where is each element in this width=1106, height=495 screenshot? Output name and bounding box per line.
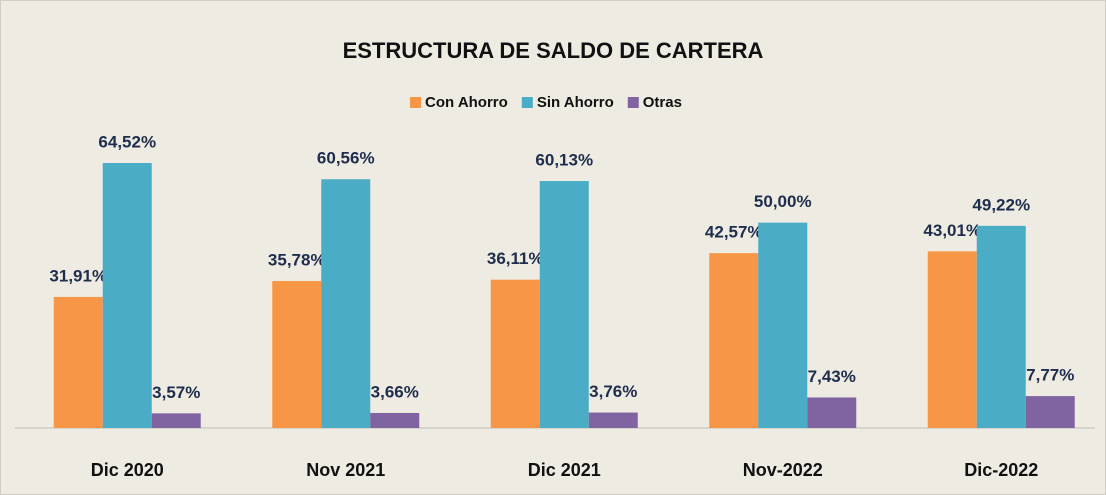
x-tick-label: Dic-2022: [964, 460, 1038, 480]
bar: [976, 225, 1026, 428]
bar: [758, 222, 808, 428]
bar: [588, 412, 638, 428]
chart-title: ESTRUCTURA DE SALDO DE CARTERA: [343, 38, 764, 63]
bar: [927, 251, 977, 428]
bar: [807, 397, 857, 428]
legend-label: Sin Ahorro: [537, 94, 614, 111]
data-label: 42,57%: [705, 223, 763, 242]
data-label: 60,56%: [317, 149, 375, 168]
legend-swatch: [627, 97, 639, 108]
bar: [1025, 396, 1075, 428]
data-label: 50,00%: [754, 192, 812, 211]
x-tick-label: Nov 2021: [306, 460, 385, 480]
data-label: 7,77%: [1026, 366, 1074, 385]
data-label: 49,22%: [972, 195, 1030, 214]
bar: [539, 181, 589, 428]
bar: [102, 163, 152, 428]
data-label: 36,11%: [487, 249, 544, 268]
data-label: 64,52%: [98, 132, 156, 151]
bar: [709, 253, 759, 428]
data-label: 35,78%: [268, 251, 326, 270]
legend-swatch: [521, 97, 533, 108]
bar: [151, 413, 201, 428]
bar: [321, 179, 371, 428]
data-label: 43,01%: [923, 221, 981, 240]
bar: [53, 296, 103, 428]
legend-label: Con Ahorro: [425, 94, 508, 111]
bar: [370, 412, 420, 428]
data-label: 60,13%: [535, 151, 593, 170]
data-label: 3,57%: [152, 383, 200, 402]
data-label: 3,76%: [589, 382, 637, 401]
bar: [490, 279, 540, 428]
x-tick-label: Dic 2021: [528, 460, 601, 480]
data-label: 7,43%: [808, 367, 856, 386]
x-tick-label: Dic 2020: [91, 460, 164, 480]
data-label: 31,91%: [49, 266, 107, 285]
bar: [272, 281, 322, 428]
legend-label: Otras: [643, 94, 682, 111]
data-label: 3,66%: [371, 382, 419, 401]
x-tick-label: Nov-2022: [743, 460, 823, 480]
legend-swatch: [410, 97, 422, 108]
